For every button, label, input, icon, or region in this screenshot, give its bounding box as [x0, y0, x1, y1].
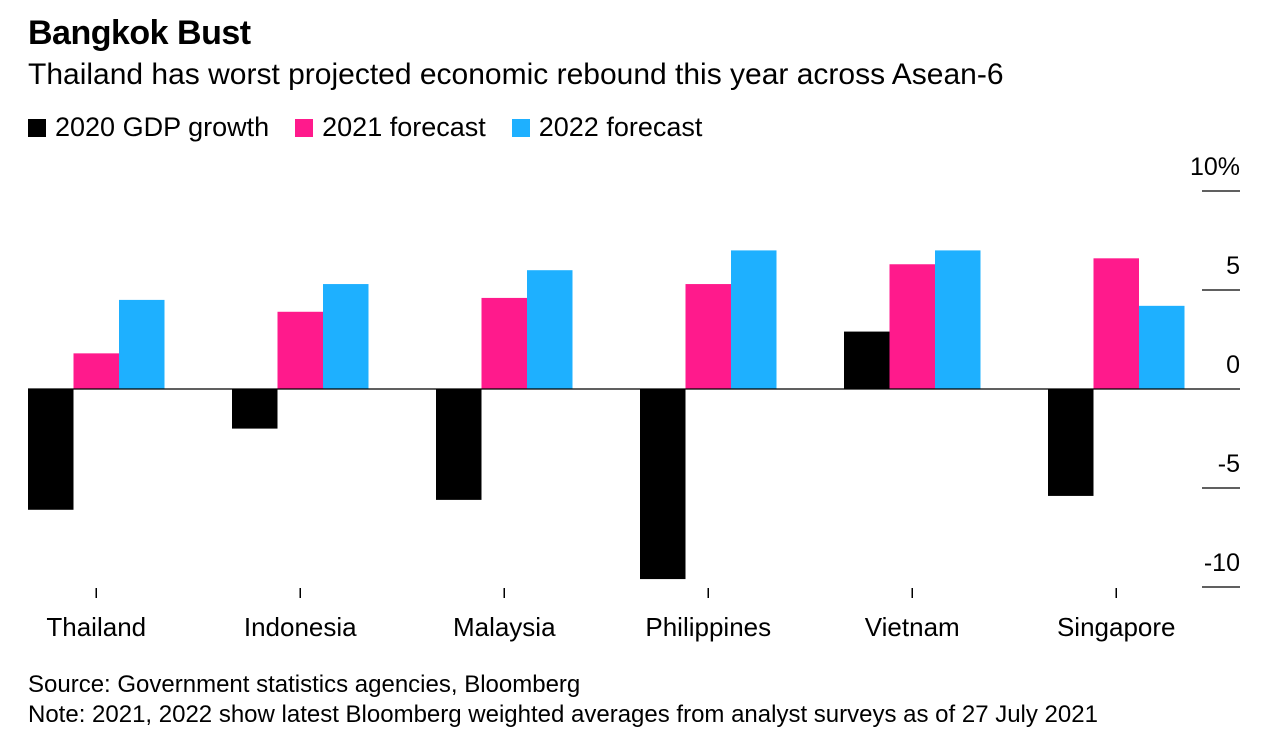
- y-tick-label: -10: [1204, 549, 1240, 577]
- legend-swatch-2022: [511, 118, 530, 137]
- y-tick-label: 10%: [1190, 153, 1240, 181]
- bar-thailand-2020: [28, 389, 74, 510]
- source-note: Source: Government statistics agencies, …: [28, 671, 581, 698]
- legend-label-2021: 2021 forecast: [322, 112, 486, 142]
- bar-philippines-2022: [731, 250, 777, 389]
- x-tick-label-thailand: Thailand: [46, 612, 146, 642]
- bar-singapore-2022: [1139, 305, 1185, 389]
- legend-label-2020: 2020 GDP growth: [55, 112, 270, 142]
- legend-item-2022: 2022 forecast: [511, 112, 703, 143]
- y-tick-label: 0: [1226, 351, 1240, 379]
- bar-singapore-2021: [1093, 258, 1139, 389]
- legend-item-2021: 2021 forecast: [295, 112, 486, 143]
- legend-label-2022: 2022 forecast: [538, 112, 703, 142]
- y-tick-label: 5: [1226, 252, 1240, 280]
- footnote: Note: 2021, 2022 show latest Bloomberg w…: [28, 701, 1098, 728]
- chart-subtitle: Thailand has worst projected economic re…: [28, 58, 1004, 91]
- bar-philippines-2020: [640, 389, 686, 580]
- x-tick-label-vietnam: Vietnam: [865, 612, 960, 642]
- x-tick-label-philippines: Philippines: [645, 612, 771, 642]
- y-tick-label: -5: [1218, 450, 1240, 478]
- legend: 2020 GDP growth 2021 forecast 2022 forec…: [28, 112, 728, 143]
- bar-thailand-2022: [119, 299, 165, 389]
- bar-thailand-2021: [73, 353, 119, 389]
- bar-malaysia-2021: [481, 297, 527, 389]
- legend-swatch-2020: [28, 118, 46, 137]
- bar-indonesia-2020: [232, 389, 278, 429]
- bar-malaysia-2022: [527, 270, 573, 389]
- x-tick-label-malaysia: Malaysia: [453, 612, 556, 642]
- bar-chart: 10% 5 0 -5 -10 Thailand Indonesia Malaysia Phili…: [28, 153, 1240, 642]
- x-tick-label-singapore: Singapore: [1057, 612, 1176, 642]
- legend-swatch-2021: [295, 118, 314, 137]
- bar-indonesia-2022: [323, 284, 369, 389]
- bar-vietnam-2020: [844, 331, 890, 389]
- chart-title: Bangkok Bust: [28, 14, 251, 52]
- bar-indonesia-2021: [277, 311, 323, 389]
- legend-item-2020: 2020 GDP growth: [28, 112, 269, 143]
- bar-singapore-2020: [1048, 389, 1094, 496]
- bar-philippines-2021: [685, 284, 731, 389]
- bar-vietnam-2021: [889, 264, 935, 389]
- bar-malaysia-2020: [436, 389, 482, 500]
- x-tick-label-indonesia: Indonesia: [244, 612, 357, 642]
- bar-vietnam-2022: [935, 250, 981, 389]
